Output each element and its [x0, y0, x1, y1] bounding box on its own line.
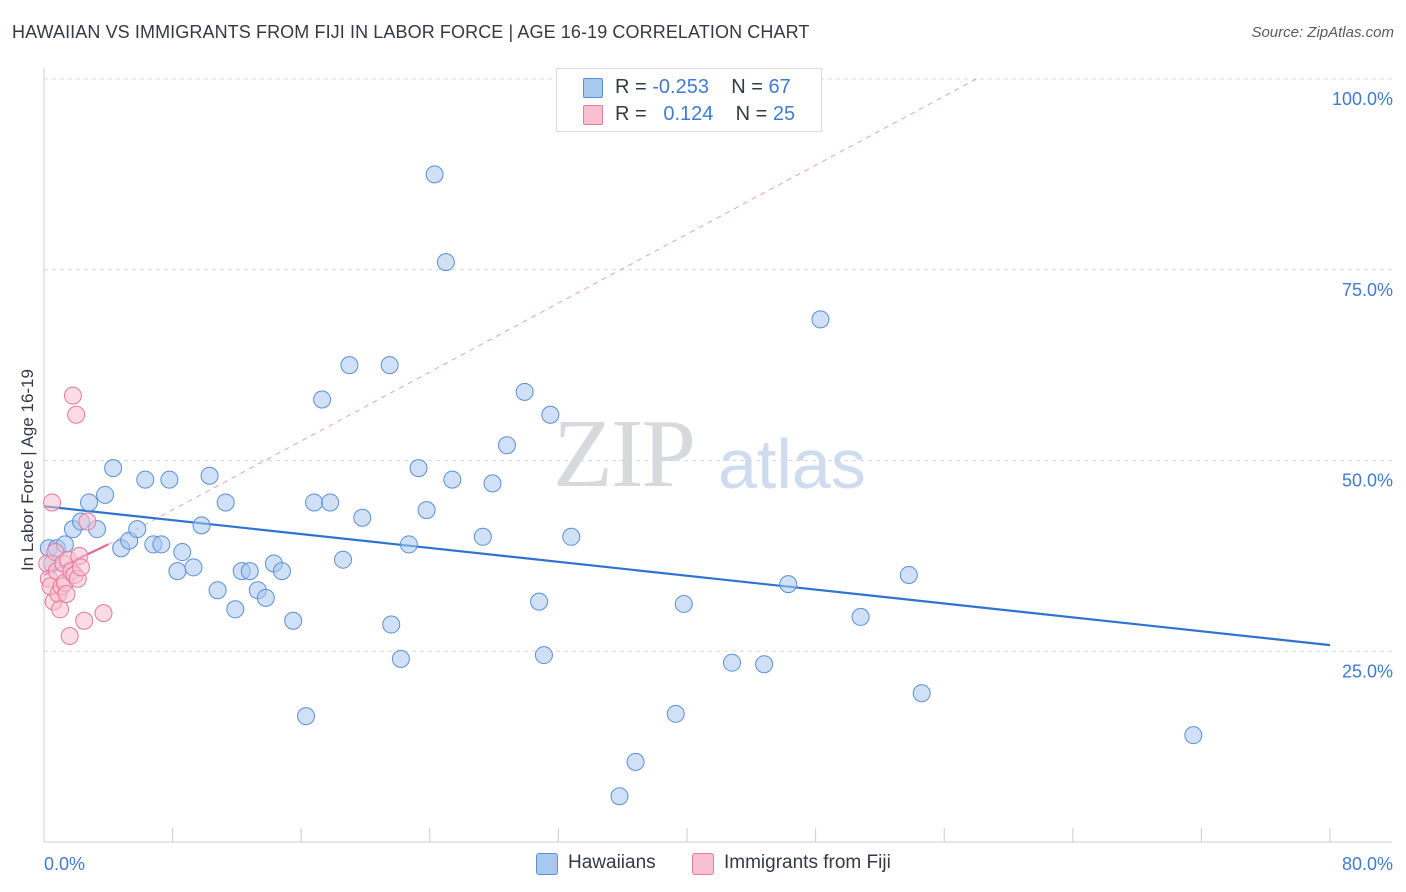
hawaiian-point: [674, 594, 693, 613]
hawaiian-point: [399, 535, 418, 554]
hawaiian-point: [284, 611, 303, 630]
hawaiian-point: [192, 516, 211, 535]
trend-extension-1: [108, 78, 977, 545]
r-label: R =: [615, 76, 647, 98]
legend-text-fiji: R = 0.124 N = 25: [615, 103, 795, 126]
fiji-point: [63, 386, 82, 405]
bottom-legend-swatch-hawaiians: [536, 853, 558, 875]
data-points: [38, 165, 1203, 806]
hawaiian-point: [80, 493, 99, 512]
hawaiian-point: [380, 356, 399, 375]
hawaiian-point: [626, 752, 645, 771]
hawaiian-point: [173, 543, 192, 562]
hawaiian-point: [436, 253, 455, 272]
hawaiian-point: [541, 405, 560, 424]
x-tick-label-min: 0.0%: [44, 854, 85, 874]
bottom-legend-swatch-fiji: [692, 853, 714, 875]
hawaiian-point: [256, 588, 275, 607]
trend-line-0: [43, 505, 1331, 647]
hawaiian-point: [562, 527, 581, 546]
legend-text-hawaiians: R = -0.253 N = 67: [615, 76, 791, 99]
hawaiian-point: [353, 508, 372, 527]
hawaiian-point: [321, 493, 340, 512]
hawaiian-point: [297, 707, 316, 726]
fiji-point: [51, 600, 70, 619]
hawaiian-point: [226, 600, 245, 619]
chart-title: HAWAIIAN VS IMMIGRANTS FROM FIJI IN LABO…: [12, 22, 810, 42]
watermark-zip: ZIP: [553, 400, 696, 508]
hawaiian-point: [409, 459, 428, 478]
trend-lines: [43, 78, 1331, 647]
source-label: Source: ZipAtlas.com: [1251, 24, 1394, 41]
fiji-point: [94, 604, 113, 623]
y-tick-label: 100.0%: [1332, 89, 1393, 109]
hawaiian-point: [240, 562, 259, 581]
hawaiian-point: [534, 646, 553, 665]
hawaiian-point: [208, 581, 227, 600]
legend-swatch-hawaiians: [583, 78, 603, 98]
hawaiian-point: [610, 787, 629, 806]
hawaiian-point: [216, 493, 235, 512]
hawaiian-point: [811, 310, 830, 329]
hawaiian-point: [272, 562, 291, 581]
hawaiian-point: [473, 527, 492, 546]
n-value: 67: [768, 76, 791, 98]
hawaiian-point: [515, 382, 534, 401]
hawaiian-point: [425, 165, 444, 184]
hawaiian-point: [723, 653, 742, 672]
hawaiian-point: [417, 501, 436, 520]
y-tick-label: 75.0%: [1342, 280, 1393, 300]
bottom-legend-label-fiji: Immigrants from Fiji: [724, 852, 891, 873]
hawaiian-point: [96, 485, 115, 504]
hawaiian-point: [1184, 726, 1203, 745]
x-tick-label-max: 80.0%: [1342, 854, 1393, 874]
fiji-point: [60, 626, 79, 645]
hawaiian-point: [851, 607, 870, 626]
fiji-point: [71, 558, 90, 577]
hawaiian-point: [160, 470, 179, 489]
n-label: N =: [731, 76, 763, 98]
y-tick-label: 25.0%: [1342, 661, 1393, 681]
hawaiian-point: [497, 436, 516, 455]
fiji-point: [57, 585, 76, 604]
hawaiian-point: [443, 470, 462, 489]
hawaiian-point: [136, 470, 155, 489]
r-label: R =: [615, 103, 647, 125]
hawaiian-point: [779, 575, 798, 594]
hawaiian-point: [313, 390, 332, 409]
hawaiian-point: [912, 684, 931, 703]
hawaiian-point: [333, 550, 352, 569]
axes: [43, 68, 1392, 843]
fiji-point: [78, 512, 97, 531]
n-label: N =: [735, 103, 768, 125]
hawaiian-point: [391, 649, 410, 668]
n-value: 25: [772, 103, 796, 125]
hawaiian-point: [755, 655, 774, 674]
hawaiian-point: [200, 466, 219, 485]
watermark-atlas: atlas: [718, 425, 866, 503]
r-value: -0.253: [652, 76, 709, 98]
hawaiian-point: [128, 520, 147, 539]
hawaiian-point: [104, 459, 123, 478]
correlation-legend: R = -0.253 N = 67 R = 0.124 N = 25: [556, 68, 822, 132]
hawaiian-point: [530, 592, 549, 611]
hawaiian-point: [305, 493, 324, 512]
y-tick-label: 50.0%: [1342, 471, 1393, 491]
bottom-legend-label-hawaiians: Hawaiians: [568, 852, 656, 873]
hawaiian-point: [168, 562, 187, 581]
hawaiian-point: [666, 704, 685, 723]
hawaiian-point: [382, 615, 401, 634]
tick-labels: 25.0% 50.0% 75.0% 100.0% 0.0% 80.0%: [44, 89, 1393, 874]
legend-swatch-fiji: [583, 105, 603, 125]
hawaiian-point: [483, 474, 502, 493]
hawaiian-point: [184, 558, 203, 577]
fiji-point: [67, 405, 86, 424]
fiji-point: [43, 493, 62, 512]
fiji-point: [75, 611, 94, 630]
hawaiian-point: [899, 565, 918, 584]
r-value: 0.124: [663, 103, 714, 125]
hawaiian-point: [152, 535, 171, 554]
hawaiian-point: [340, 356, 359, 375]
